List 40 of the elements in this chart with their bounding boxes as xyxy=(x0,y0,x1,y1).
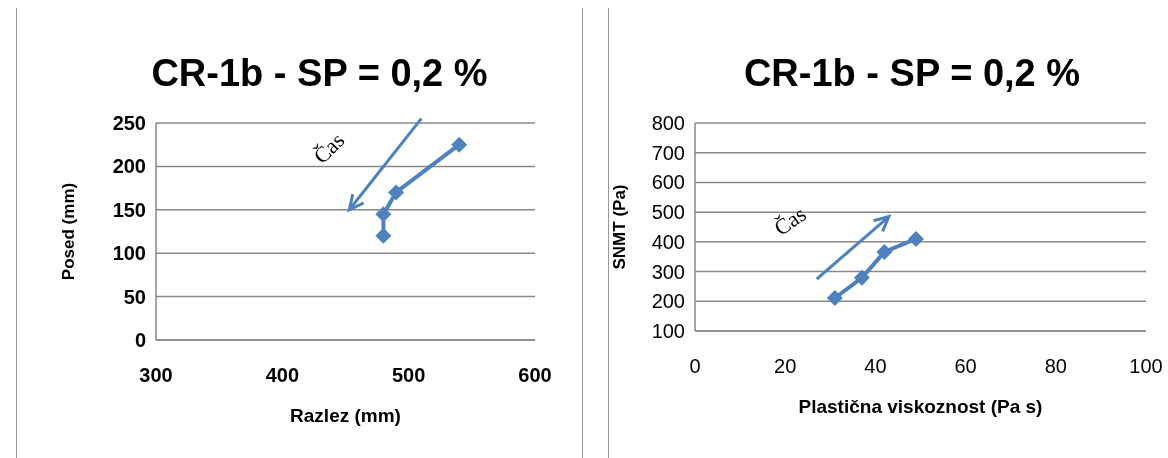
x-axis-title: Razlez (mm) xyxy=(290,405,401,426)
y-tick-label: 50 xyxy=(123,285,146,308)
y-tick-label: 700 xyxy=(651,141,685,164)
y-tick-label: 250 xyxy=(112,112,146,134)
y-tick-label: 500 xyxy=(651,201,685,224)
y-tick-label: 200 xyxy=(651,290,685,313)
x-tick-label: 60 xyxy=(954,355,977,377)
x-tick-label: 600 xyxy=(518,364,552,386)
x-tick-label: 40 xyxy=(864,355,887,377)
point xyxy=(876,243,893,260)
point xyxy=(375,227,392,244)
annotation: Čas xyxy=(769,201,811,241)
x-tick-label: 500 xyxy=(391,364,426,386)
point xyxy=(388,184,405,201)
x-tick-label: 100 xyxy=(1129,355,1163,377)
y-axis-title: SNMT (Pa) xyxy=(610,184,629,270)
point xyxy=(451,136,468,153)
x-tick-label: 400 xyxy=(265,364,300,386)
x-axis-title: Plastična viskoznost (Pa s) xyxy=(798,396,1043,417)
y-tick-label: 200 xyxy=(112,155,146,178)
point xyxy=(907,230,924,247)
annotation: Čas xyxy=(308,127,350,169)
chart-title: CR-1b - SP = 0,2 % xyxy=(151,52,488,94)
x-tick-label: 80 xyxy=(1044,355,1067,377)
x-tick-label: 300 xyxy=(139,364,173,386)
x-tick-label: 0 xyxy=(689,355,701,377)
y-tick-label: 600 xyxy=(651,171,685,194)
chart-title: CR-1b - SP = 0,2 % xyxy=(743,52,1081,94)
x-tick-label: 20 xyxy=(774,355,797,377)
y-tick-label: 400 xyxy=(651,230,685,253)
y-tick-label: 100 xyxy=(112,242,146,265)
point xyxy=(826,290,843,307)
point xyxy=(375,206,392,223)
y-axis-title: Posed (mm) xyxy=(59,182,78,281)
point xyxy=(853,269,870,286)
y-tick-label: 0 xyxy=(134,329,146,351)
y-tick-label: 150 xyxy=(112,198,146,221)
y-tick-label: 100 xyxy=(651,320,685,342)
y-tick-label: 300 xyxy=(651,260,685,283)
y-tick-label: 800 xyxy=(651,112,685,134)
